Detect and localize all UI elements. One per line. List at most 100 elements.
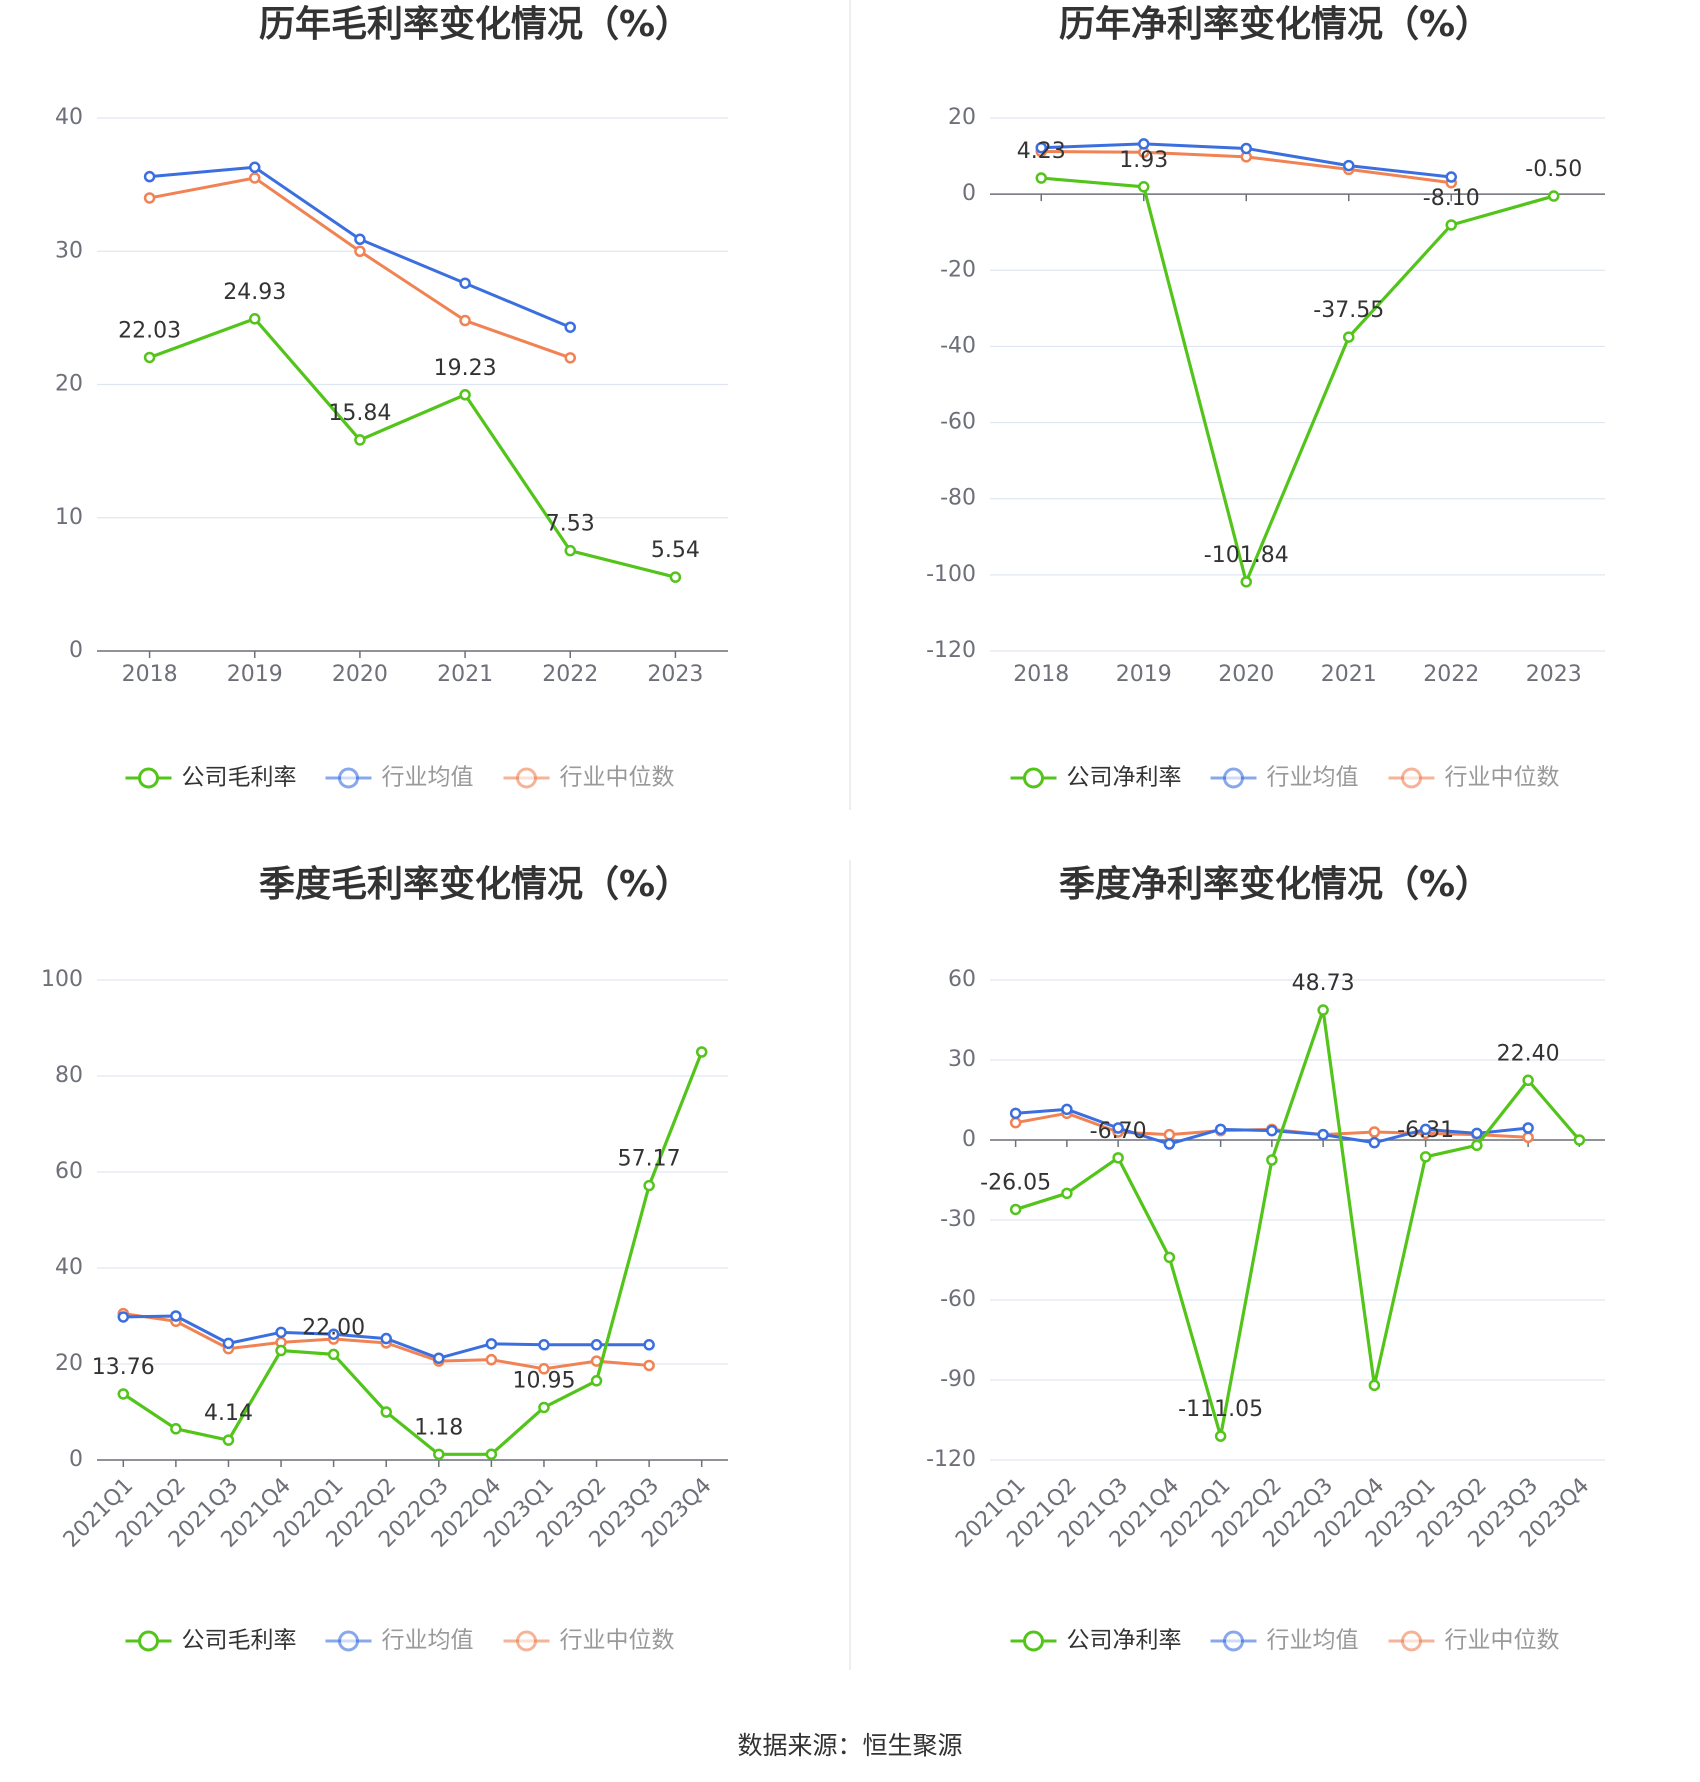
data-label: 7.53 bbox=[546, 512, 595, 537]
legend-item-3: 行业中位数 bbox=[1388, 1628, 1560, 1654]
data-point-2 bbox=[1240, 142, 1252, 155]
legend-marker bbox=[1023, 767, 1044, 789]
data-label: 4.23 bbox=[1017, 139, 1066, 164]
legend-marker bbox=[138, 767, 159, 789]
y-tick-label: 20 bbox=[948, 105, 976, 130]
data-label: -6.31 bbox=[1397, 1118, 1454, 1143]
y-tick-label: 30 bbox=[55, 238, 83, 263]
data-point-2 bbox=[354, 233, 366, 246]
series-line-1 bbox=[149, 317, 676, 579]
data-point-1 bbox=[1368, 1379, 1381, 1392]
x-tick-label: 2020 bbox=[332, 662, 388, 687]
data-point-3 bbox=[485, 1353, 498, 1366]
legend-label: 公司毛利率 bbox=[182, 1628, 297, 1654]
data-label: -8.10 bbox=[1423, 186, 1480, 211]
data-label: -26.05 bbox=[980, 1170, 1051, 1195]
data-point-2 bbox=[1445, 171, 1457, 183]
data-point-1 bbox=[459, 389, 471, 401]
y-tick-label: -30 bbox=[940, 1207, 976, 1232]
legend-label: 行业中位数 bbox=[1445, 765, 1560, 791]
data-point-1 bbox=[1240, 576, 1252, 588]
data-label: 10.95 bbox=[512, 1368, 575, 1393]
data-source-note: 数据来源：恒生聚源 bbox=[737, 1731, 963, 1760]
data-label: 22.40 bbox=[1497, 1041, 1560, 1066]
data-point-2 bbox=[485, 1338, 498, 1350]
data-point-2 bbox=[275, 1326, 287, 1339]
y-tick-label: -20 bbox=[940, 257, 976, 282]
data-point-1 bbox=[275, 1344, 287, 1357]
legend-marker bbox=[1023, 1630, 1044, 1652]
data-point-2 bbox=[590, 1339, 603, 1351]
data-point-3 bbox=[143, 192, 156, 204]
data-point-2 bbox=[1266, 1124, 1278, 1137]
y-tick-label: -40 bbox=[940, 333, 976, 358]
data-point-3 bbox=[538, 1363, 550, 1375]
data-point-2 bbox=[380, 1332, 392, 1345]
data-point-1 bbox=[143, 351, 156, 364]
data-point-1 bbox=[1317, 1004, 1329, 1016]
legend-label: 公司净利率 bbox=[1067, 765, 1182, 791]
legend-marker bbox=[1401, 1630, 1422, 1652]
data-point-1 bbox=[564, 544, 576, 557]
x-tick-label: 2020 bbox=[1218, 662, 1274, 687]
legend-item-2: 行业均值 bbox=[325, 1628, 474, 1654]
data-point-1 bbox=[117, 1388, 130, 1400]
data-point-2 bbox=[1317, 1128, 1329, 1141]
data-point-1 bbox=[1163, 1251, 1176, 1264]
y-tick-label: 20 bbox=[55, 1351, 83, 1376]
y-tick-label: 30 bbox=[948, 1047, 976, 1072]
data-point-3 bbox=[1522, 1131, 1534, 1144]
legend-item-3: 行业中位数 bbox=[503, 1628, 675, 1654]
y-tick-label: 40 bbox=[55, 105, 83, 130]
data-point-1 bbox=[1573, 1134, 1586, 1146]
x-tick-label: 2021 bbox=[437, 662, 493, 687]
legend-marker bbox=[138, 1630, 159, 1652]
data-point-1 bbox=[538, 1401, 550, 1414]
y-tick-label: 60 bbox=[948, 967, 976, 992]
data-label: 22.03 bbox=[118, 318, 181, 343]
x-tick-label: 2022 bbox=[1423, 662, 1479, 687]
legend-item-2: 行业均值 bbox=[325, 765, 474, 791]
legend-label: 行业均值 bbox=[382, 765, 474, 791]
y-tick-label: 60 bbox=[55, 1159, 83, 1184]
data-point-2 bbox=[117, 1311, 130, 1323]
chart-title: 季度净利率变化情况（%） bbox=[1059, 863, 1491, 905]
legend-label: 公司毛利率 bbox=[182, 765, 297, 791]
legend-marker bbox=[516, 1630, 537, 1652]
legend-marker bbox=[338, 767, 359, 789]
data-point-1 bbox=[590, 1375, 603, 1387]
legend-item-2: 行业均值 bbox=[1210, 765, 1359, 791]
data-point-2 bbox=[170, 1310, 182, 1322]
x-tick-label: 2023 bbox=[647, 662, 703, 687]
data-point-2 bbox=[1112, 1122, 1124, 1134]
data-point-2 bbox=[1522, 1122, 1534, 1134]
data-label: 4.14 bbox=[204, 1401, 253, 1426]
data-point-1 bbox=[249, 313, 261, 325]
chart-title: 历年毛利率变化情况（%） bbox=[259, 3, 691, 45]
x-tick-label: 2023 bbox=[1526, 662, 1582, 687]
legend-label: 行业中位数 bbox=[1445, 1628, 1560, 1654]
data-label: -6.70 bbox=[1090, 1119, 1147, 1144]
data-point-1 bbox=[695, 1046, 708, 1058]
x-tick-label: 2021 bbox=[1321, 662, 1377, 687]
data-point-1 bbox=[1112, 1152, 1124, 1164]
legend-item-1: 公司毛利率 bbox=[125, 1628, 297, 1654]
data-label: 13.76 bbox=[92, 1355, 155, 1380]
y-tick-label: 40 bbox=[55, 1255, 83, 1280]
data-point-2 bbox=[1368, 1136, 1381, 1149]
y-tick-label: 20 bbox=[55, 372, 83, 397]
x-tick-label: 2019 bbox=[1116, 662, 1172, 687]
data-point-2 bbox=[249, 161, 261, 174]
legend-marker bbox=[1401, 767, 1422, 789]
data-point-1 bbox=[1266, 1154, 1278, 1166]
data-label: 15.84 bbox=[328, 401, 391, 426]
series-line-1 bbox=[1015, 1008, 1581, 1438]
data-point-1 bbox=[1138, 181, 1150, 193]
data-point-1 bbox=[433, 1448, 445, 1461]
data-point-2 bbox=[143, 170, 156, 183]
y-tick-label: 100 bbox=[41, 967, 83, 992]
data-point-1 bbox=[669, 571, 682, 583]
y-tick-label: 0 bbox=[69, 1447, 83, 1472]
data-point-3 bbox=[1163, 1128, 1176, 1141]
